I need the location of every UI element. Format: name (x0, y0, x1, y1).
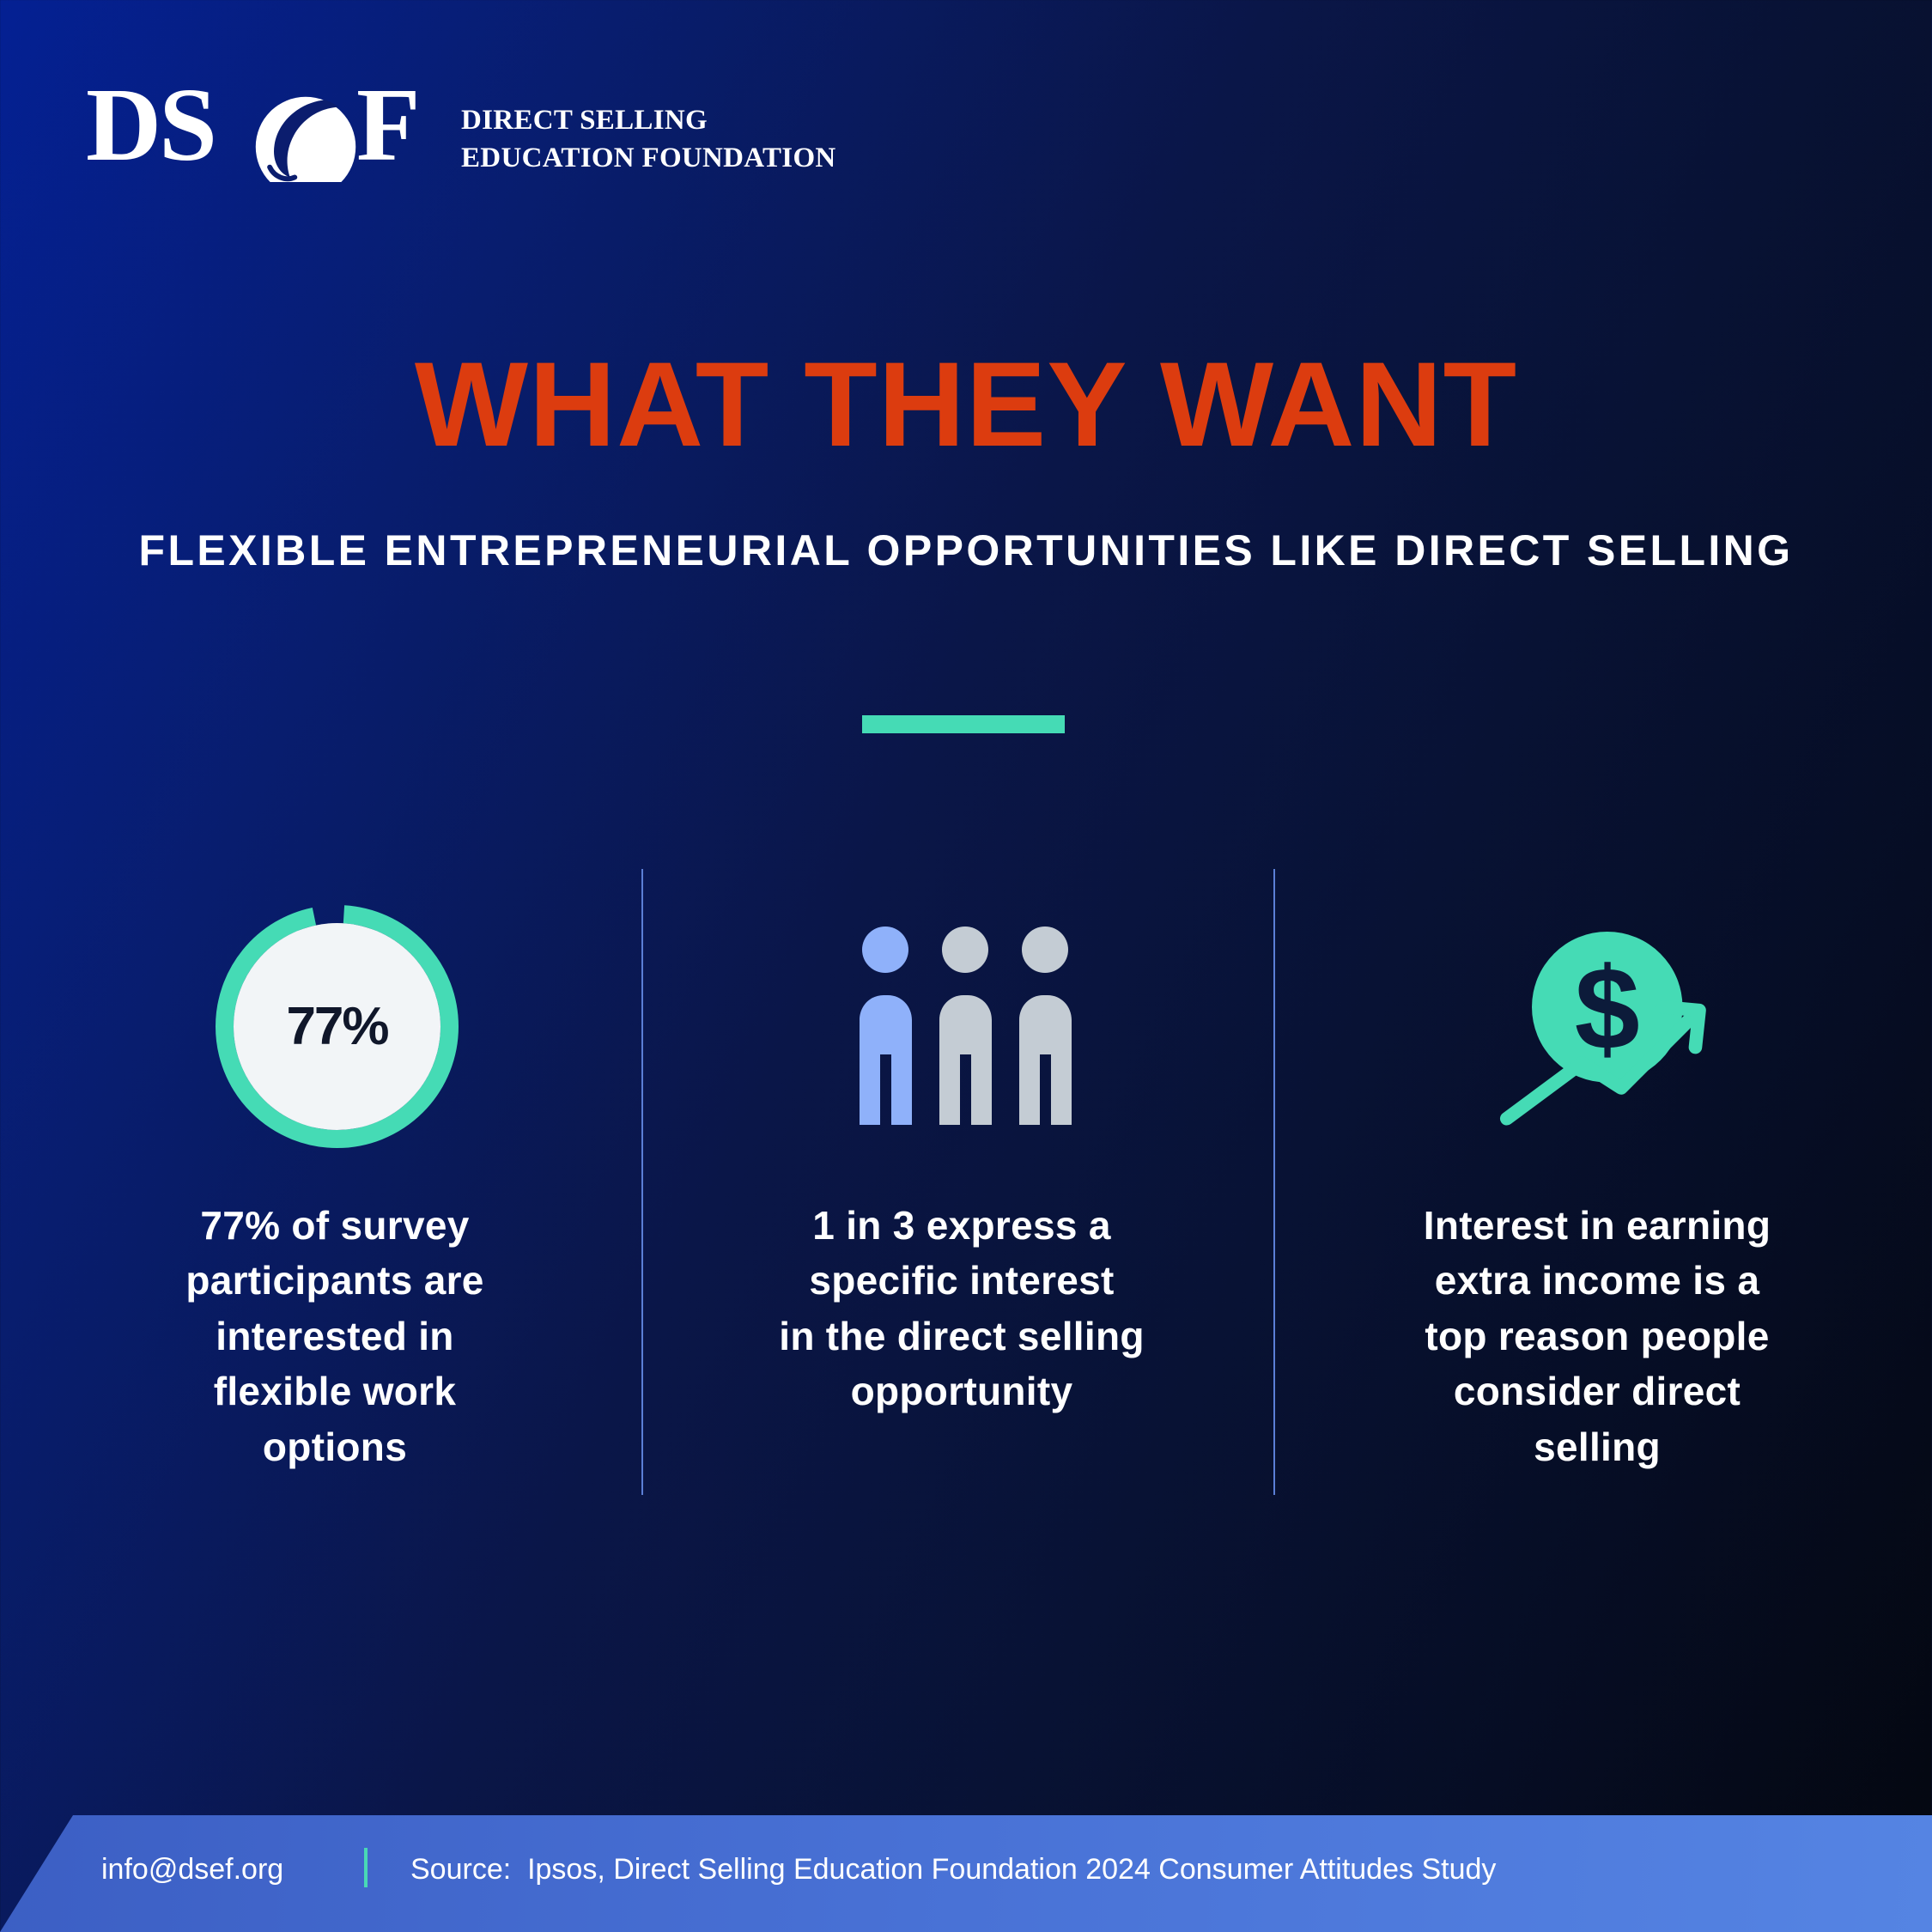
svg-text:$: $ (1575, 943, 1640, 1074)
svg-text:EDUCATION FOUNDATION: EDUCATION FOUNDATION (461, 143, 836, 173)
svg-text:DS: DS (86, 70, 215, 182)
svg-text:F: F (356, 70, 418, 182)
svg-text:DIRECT SELLING: DIRECT SELLING (461, 105, 708, 136)
